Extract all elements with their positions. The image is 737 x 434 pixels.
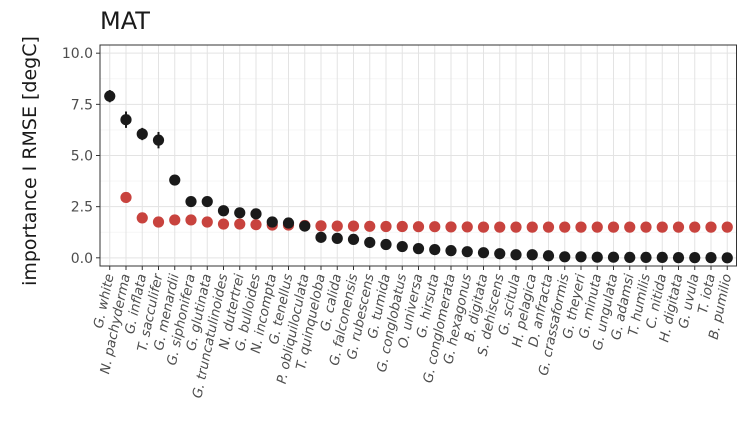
data-point [201, 216, 213, 228]
data-point [396, 220, 408, 233]
data-point [299, 220, 311, 232]
data-point [315, 231, 327, 243]
data-point [412, 243, 425, 255]
chart-title: MAT [100, 7, 150, 35]
y-tick-label: 0.0 [71, 251, 93, 267]
data-point [412, 221, 425, 233]
data-point [234, 218, 246, 230]
data-point [120, 191, 132, 204]
data-point [721, 252, 733, 264]
data-point [380, 238, 392, 251]
data-point [217, 218, 230, 230]
data-point [689, 252, 701, 264]
data-point [104, 90, 116, 102]
data-point [494, 248, 506, 260]
data-point [705, 221, 717, 233]
data-point [575, 251, 587, 263]
data-point [672, 252, 685, 264]
data-point [136, 128, 148, 140]
data-point [331, 232, 343, 244]
data-point [607, 251, 620, 263]
data-point [266, 216, 278, 228]
data-point [461, 246, 473, 258]
data-point [201, 195, 213, 208]
data-point [250, 208, 262, 220]
data-point [656, 221, 668, 233]
data-point [380, 220, 392, 233]
data-point [185, 195, 197, 208]
data-point [364, 236, 376, 249]
data-point [477, 247, 490, 259]
data-point [347, 220, 360, 232]
data-point [689, 221, 701, 233]
data-point [136, 212, 148, 224]
data-point [364, 220, 376, 232]
data-point [510, 221, 522, 233]
data-point [461, 221, 473, 233]
data-point [169, 214, 181, 226]
data-point [347, 233, 360, 245]
data-point [234, 207, 246, 219]
data-point [624, 251, 636, 264]
data-point [542, 221, 555, 233]
data-point [315, 220, 327, 232]
data-point [429, 221, 441, 233]
y-axis-label: importance I RMSE [degC] [19, 36, 41, 286]
y-tick-label: 2.5 [71, 200, 93, 216]
data-point [429, 244, 441, 256]
data-point [526, 221, 538, 233]
data-point [494, 221, 506, 233]
data-point [591, 221, 603, 233]
grid [100, 45, 737, 266]
data-point [152, 134, 165, 146]
data-point [559, 221, 571, 233]
data-point [624, 221, 636, 233]
data-point [217, 205, 230, 217]
data-point [396, 240, 408, 253]
data-point [185, 214, 197, 226]
data-point [559, 251, 571, 263]
data-point [169, 174, 181, 186]
data-point [640, 221, 652, 233]
data-point [477, 221, 490, 233]
data-point [445, 221, 457, 233]
data-point [721, 221, 733, 233]
data-point [526, 249, 538, 261]
data-point [607, 221, 620, 233]
data-point [282, 217, 295, 229]
data-point [510, 249, 522, 261]
y-axis: 0.0 2.5 5.0 7.5 10.0 [62, 46, 100, 267]
data-point [591, 251, 603, 263]
data-point [152, 216, 165, 228]
data-points [104, 90, 733, 264]
data-point [120, 114, 132, 126]
data-point [542, 250, 555, 262]
y-tick-label: 10.0 [62, 46, 93, 62]
data-point [331, 220, 343, 232]
data-point [656, 251, 668, 264]
y-tick-label: 5.0 [71, 149, 93, 165]
data-point [445, 245, 457, 257]
data-point [575, 221, 587, 233]
data-point [250, 219, 262, 231]
data-point [672, 221, 685, 233]
data-point [640, 251, 652, 264]
y-tick-label: 7.5 [71, 97, 93, 113]
data-point [705, 252, 717, 264]
